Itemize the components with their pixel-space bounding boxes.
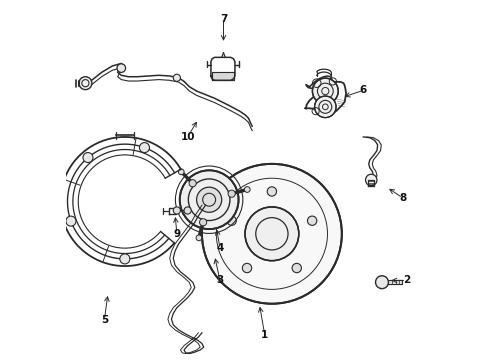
Circle shape <box>199 219 207 226</box>
Circle shape <box>66 216 76 226</box>
Circle shape <box>196 235 202 241</box>
Polygon shape <box>212 72 234 80</box>
Circle shape <box>178 169 184 175</box>
Circle shape <box>184 207 191 214</box>
Text: 10: 10 <box>180 132 195 142</box>
Circle shape <box>173 207 180 214</box>
Circle shape <box>375 276 389 289</box>
Circle shape <box>228 190 235 197</box>
Text: 3: 3 <box>216 275 223 285</box>
Circle shape <box>308 216 317 225</box>
Circle shape <box>245 207 299 261</box>
Circle shape <box>83 153 93 163</box>
Circle shape <box>313 78 338 104</box>
Text: 4: 4 <box>216 243 223 253</box>
Circle shape <box>366 174 377 186</box>
Polygon shape <box>389 280 402 284</box>
Text: 2: 2 <box>403 275 410 285</box>
Text: 7: 7 <box>220 14 227 24</box>
Circle shape <box>315 96 336 118</box>
Text: 5: 5 <box>101 315 108 325</box>
Circle shape <box>120 254 130 264</box>
Text: 6: 6 <box>360 85 367 95</box>
Text: 9: 9 <box>173 229 180 239</box>
Polygon shape <box>368 180 374 186</box>
Circle shape <box>173 74 180 81</box>
Circle shape <box>202 164 342 304</box>
Circle shape <box>196 187 221 212</box>
Text: 8: 8 <box>399 193 406 203</box>
Circle shape <box>189 180 196 187</box>
Circle shape <box>180 170 239 229</box>
Circle shape <box>243 264 252 273</box>
Circle shape <box>140 143 149 153</box>
Circle shape <box>267 187 276 196</box>
Circle shape <box>245 186 250 192</box>
Circle shape <box>79 77 92 90</box>
Circle shape <box>117 64 125 72</box>
Circle shape <box>292 264 301 273</box>
Text: 1: 1 <box>261 330 269 340</box>
Circle shape <box>227 216 236 225</box>
